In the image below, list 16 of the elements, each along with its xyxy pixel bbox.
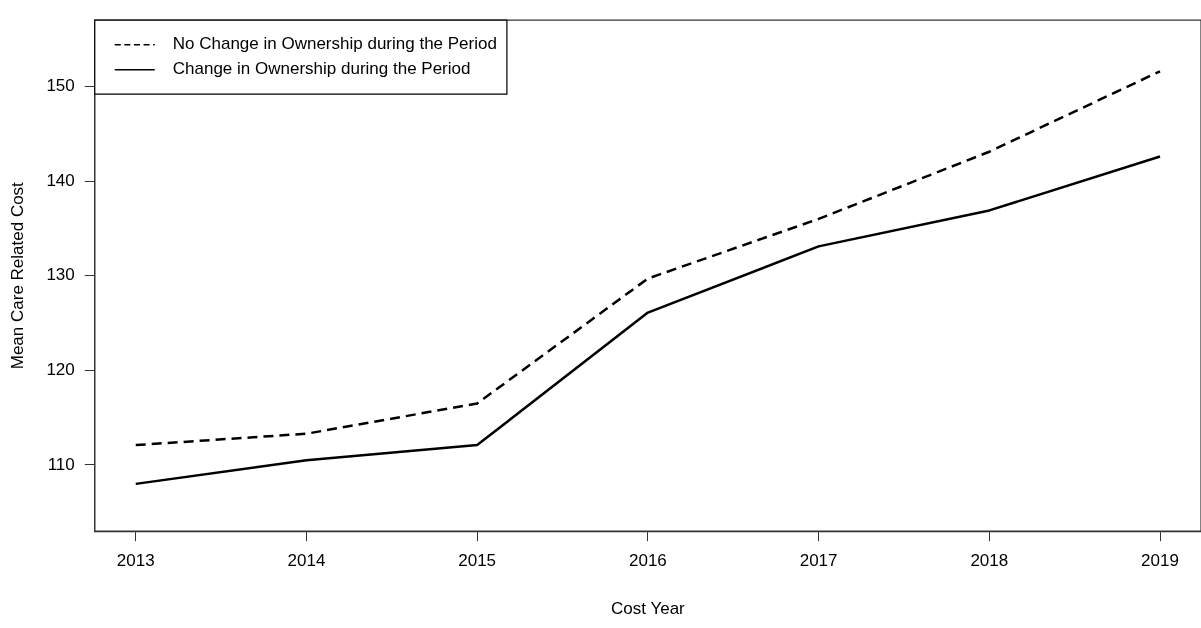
x-tick-label: 2013	[116, 551, 155, 571]
legend-label: No Change in Ownership during the Period	[172, 34, 497, 54]
x-tick-label: 2014	[287, 551, 326, 571]
y-tick-label: 150	[46, 76, 75, 96]
x-tick-label: 2015	[458, 551, 497, 571]
y-axis-title: Mean Care Related Cost	[7, 181, 27, 370]
y-tick-label: 110	[47, 454, 75, 474]
x-tick-label: 2019	[1141, 551, 1179, 571]
x-tick-label: 2017	[799, 551, 838, 571]
x-axis-title: Cost Year	[611, 599, 686, 619]
legend-label: Change in Ownership during the Period	[172, 59, 471, 79]
x-tick-label: 2016	[628, 551, 667, 571]
y-tick-label: 140	[46, 170, 75, 190]
y-tick-label: 130	[46, 265, 75, 285]
y-tick-label: 120	[46, 360, 75, 380]
x-tick-label: 2018	[970, 551, 1009, 571]
